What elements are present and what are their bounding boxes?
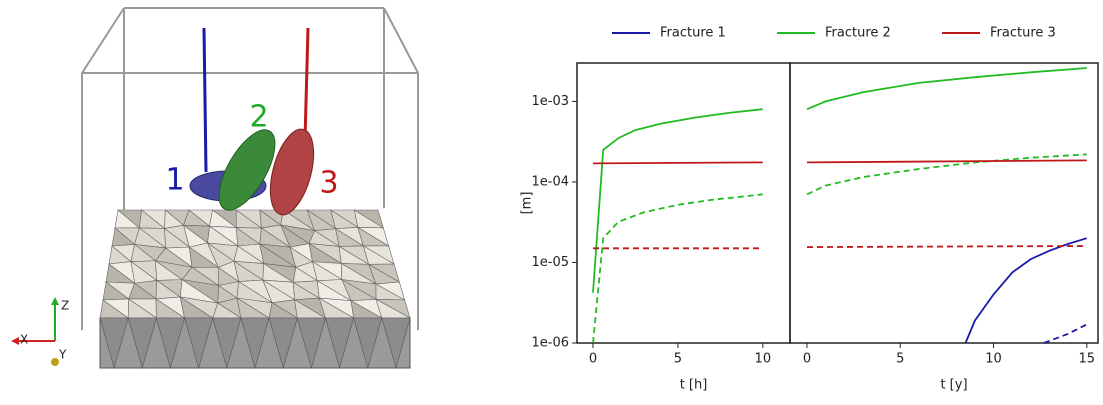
x-tick-label: 0	[589, 352, 597, 367]
mesh-cell	[212, 317, 242, 370]
fracture-label: 1	[165, 163, 184, 198]
mesh-cell	[240, 317, 270, 370]
y-tick-label: 1e-05	[531, 255, 569, 270]
legend: Fracture 1 Fracture 2 Fracture 3	[612, 26, 1056, 41]
mesh-cell	[325, 317, 355, 370]
y-tick-label: 1e-04	[531, 174, 569, 189]
mesh-cell	[127, 317, 157, 370]
x-tick-label: 15	[1079, 352, 1096, 367]
mesh-cell	[155, 317, 185, 370]
well	[303, 27, 310, 141]
fracture-label: 3	[319, 166, 338, 201]
legend-label: Fracture 1	[660, 26, 726, 41]
x-tick-label: 10	[755, 352, 772, 367]
axis-arrow	[11, 337, 19, 345]
x-tick-label: 5	[896, 352, 904, 367]
axis-dot	[51, 358, 59, 366]
x-tick-label: 0	[803, 352, 811, 367]
y-axis-label: [m]	[520, 192, 535, 215]
axis-label: X	[20, 333, 28, 347]
data-line	[806, 245, 1087, 248]
mesh-cell	[381, 317, 411, 370]
legend-label: Fracture 2	[825, 26, 891, 41]
x-tick-label: 10	[985, 352, 1002, 367]
x-axis-label: t [h]	[680, 378, 708, 393]
plot-frame	[576, 62, 791, 344]
mesh-cell	[99, 317, 129, 370]
y-tick-label: 1e-06	[531, 336, 569, 351]
data-line	[806, 153, 1087, 196]
ground-mesh	[99, 209, 411, 370]
fracture	[269, 128, 315, 216]
data-line	[592, 108, 763, 293]
y-tick-label: 1e-03	[531, 94, 569, 109]
x-tick-label: 5	[674, 352, 682, 367]
plot-frame	[789, 62, 1099, 344]
mesh-cell	[353, 317, 383, 370]
bounding-box	[81, 7, 419, 330]
mesh-cell	[268, 317, 298, 370]
data-line	[592, 161, 763, 165]
well	[202, 27, 208, 173]
fracture-label: 2	[249, 100, 268, 135]
axis-arrow	[51, 297, 59, 305]
legend-label: Fracture 3	[990, 26, 1056, 41]
axis-label: Z	[61, 299, 69, 313]
data-line	[964, 237, 1088, 344]
axis-label: Y	[58, 348, 67, 362]
mesh-cell	[296, 317, 326, 370]
mesh-cell	[184, 317, 214, 370]
data-line	[1043, 323, 1088, 344]
scene-3d: 1 2 3 Z X Y	[11, 7, 419, 370]
x-axis-label: t [y]	[940, 378, 967, 393]
data-line	[806, 67, 1087, 111]
fracture	[218, 129, 276, 211]
data-line	[592, 193, 763, 344]
data-line	[806, 159, 1087, 164]
